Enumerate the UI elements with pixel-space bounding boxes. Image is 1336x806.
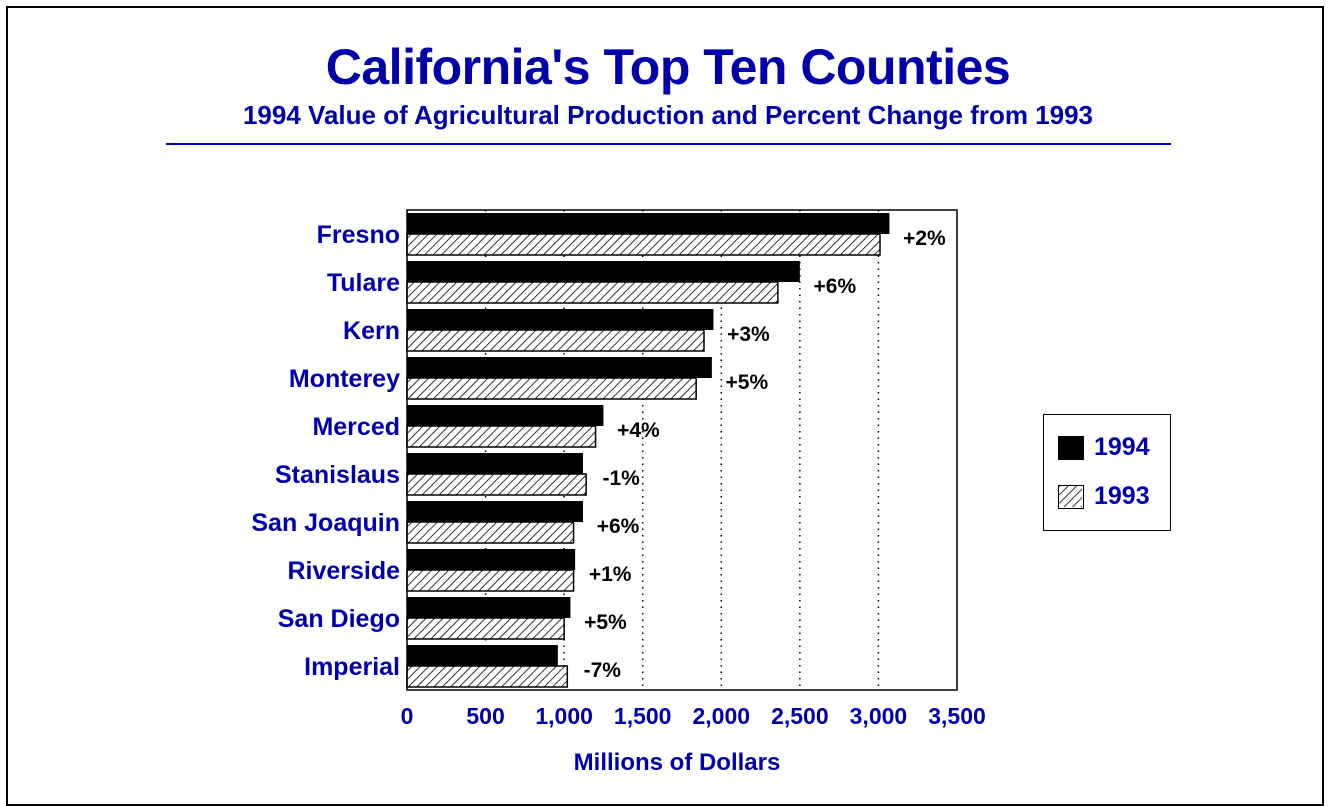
plot-area	[406, 209, 958, 691]
percent-change-label: +6%	[814, 275, 857, 298]
bar-1993	[406, 617, 565, 640]
x-tick-label: 2,500	[771, 703, 829, 729]
category-label: Monterey	[289, 365, 400, 393]
bar-1993	[406, 665, 569, 688]
percent-change-label: -7%	[584, 659, 622, 682]
percent-change-label: -1%	[602, 467, 640, 490]
legend-swatch-solid	[1058, 436, 1084, 460]
percent-change-label: +2%	[903, 227, 946, 250]
chart-subtitle: 1994 Value of Agricultural Production an…	[242, 100, 1094, 130]
bar-1993	[406, 473, 587, 496]
bar-1994	[407, 261, 800, 282]
percent-change-label: +3%	[727, 323, 770, 346]
bar-1993	[406, 521, 575, 544]
bar-1994	[407, 453, 583, 474]
category-label: Riverside	[287, 557, 400, 585]
percent-change-label: +1%	[589, 563, 632, 586]
bar-1993	[406, 329, 705, 352]
x-tick-label: 1,000	[535, 703, 593, 729]
x-axis-label: Millions of Dollars	[574, 749, 781, 776]
bar-1993	[406, 233, 881, 256]
x-tick-label: 2,000	[693, 703, 751, 729]
x-tick-label: 3,000	[850, 703, 908, 729]
category-label: Kern	[343, 317, 400, 345]
bar-1994	[407, 645, 558, 666]
bar-1994	[407, 357, 712, 378]
legend-label-1993: 1993	[1094, 482, 1150, 510]
category-label: Imperial	[304, 653, 400, 681]
category-label: Merced	[312, 413, 400, 441]
category-label: San Diego	[278, 605, 400, 633]
bar-1994	[407, 405, 604, 426]
percent-change-label: +5%	[726, 371, 769, 394]
category-label: Stanislaus	[275, 461, 400, 489]
x-tick-label: 1,500	[614, 703, 672, 729]
bar-1993	[406, 425, 597, 448]
chart-title: California's Top Ten Counties	[325, 39, 1011, 95]
bar-1994	[407, 501, 583, 522]
bar-1993	[406, 569, 575, 592]
title-divider	[166, 143, 1171, 145]
category-label: Tulare	[327, 269, 400, 297]
bar-1993	[406, 377, 697, 400]
category-label: San Joaquin	[251, 509, 400, 537]
bar-1994	[407, 597, 571, 618]
legend-label-1994: 1994	[1094, 433, 1150, 461]
bar-1994	[407, 213, 890, 234]
legend: 1994 1993	[1043, 414, 1171, 531]
x-tick-label: 0	[401, 703, 414, 729]
x-tick-label: 500	[466, 703, 504, 729]
percent-change-label: +4%	[617, 419, 660, 442]
bar-1994	[407, 549, 576, 570]
bar-1993	[406, 281, 779, 304]
bar-1994	[407, 309, 714, 330]
category-label: Fresno	[317, 221, 400, 249]
percent-change-label: +6%	[597, 515, 640, 538]
percent-change-label: +5%	[584, 611, 627, 634]
legend-swatch-hatched	[1058, 485, 1084, 509]
x-tick-label: 3,500	[928, 703, 986, 729]
